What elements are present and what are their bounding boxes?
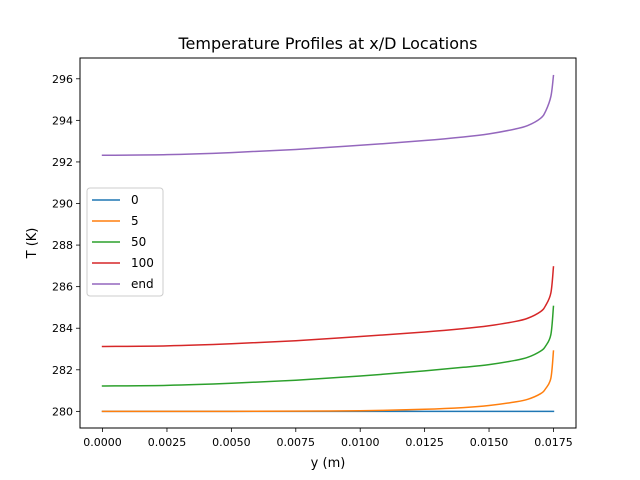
legend-label-3: 100	[131, 256, 154, 270]
series-line-1	[101, 350, 555, 413]
plot-frame	[79, 57, 577, 429]
chart-title: Temperature Profiles at x/D Locations	[177, 34, 477, 53]
legend-box	[86, 187, 164, 297]
x-tick-label: 0.0025	[148, 436, 187, 449]
y-axis-label: T (K)	[25, 228, 40, 260]
legend-label-0: 0	[131, 193, 139, 207]
series-line-3	[101, 266, 555, 348]
x-tick-label: 0.0175	[534, 436, 573, 449]
series-line-2	[101, 305, 555, 387]
x-tick-label: 0.0125	[405, 436, 444, 449]
chart-legend: 0 5 50 100 end	[86, 187, 164, 297]
y-axis-ticks: 280 282 284 286 288 290 292 294 296	[52, 73, 80, 418]
x-tick-label: 0.0075	[277, 436, 316, 449]
legend-label-1: 5	[131, 214, 139, 228]
y-tick-label: 294	[52, 114, 73, 127]
x-tick-label: 0.0000	[83, 436, 122, 449]
y-tick-label: 284	[52, 322, 73, 335]
series-layer	[101, 74, 555, 413]
series-line-4	[101, 74, 555, 157]
y-tick-label: 282	[52, 364, 73, 377]
legend-entries: 0 5 50 100 end	[92, 193, 154, 291]
y-tick-label: 292	[52, 156, 73, 169]
legend-label-2: 50	[131, 235, 146, 249]
y-tick-label: 288	[52, 239, 73, 252]
y-tick-label: 280	[52, 405, 73, 418]
x-axis-label: y (m)	[311, 456, 346, 471]
x-tick-label: 0.0050	[212, 436, 251, 449]
y-tick-label: 290	[52, 198, 73, 211]
y-tick-label: 296	[52, 73, 73, 86]
x-axis-ticks: 0.0000 0.0025 0.0050 0.0075 0.0100 0.0125 0.01…	[83, 428, 573, 449]
x-tick-label: 0.0100	[341, 436, 380, 449]
x-tick-label: 0.0150	[470, 436, 509, 449]
y-tick-label: 286	[52, 281, 73, 294]
legend-label-4: end	[131, 277, 154, 291]
